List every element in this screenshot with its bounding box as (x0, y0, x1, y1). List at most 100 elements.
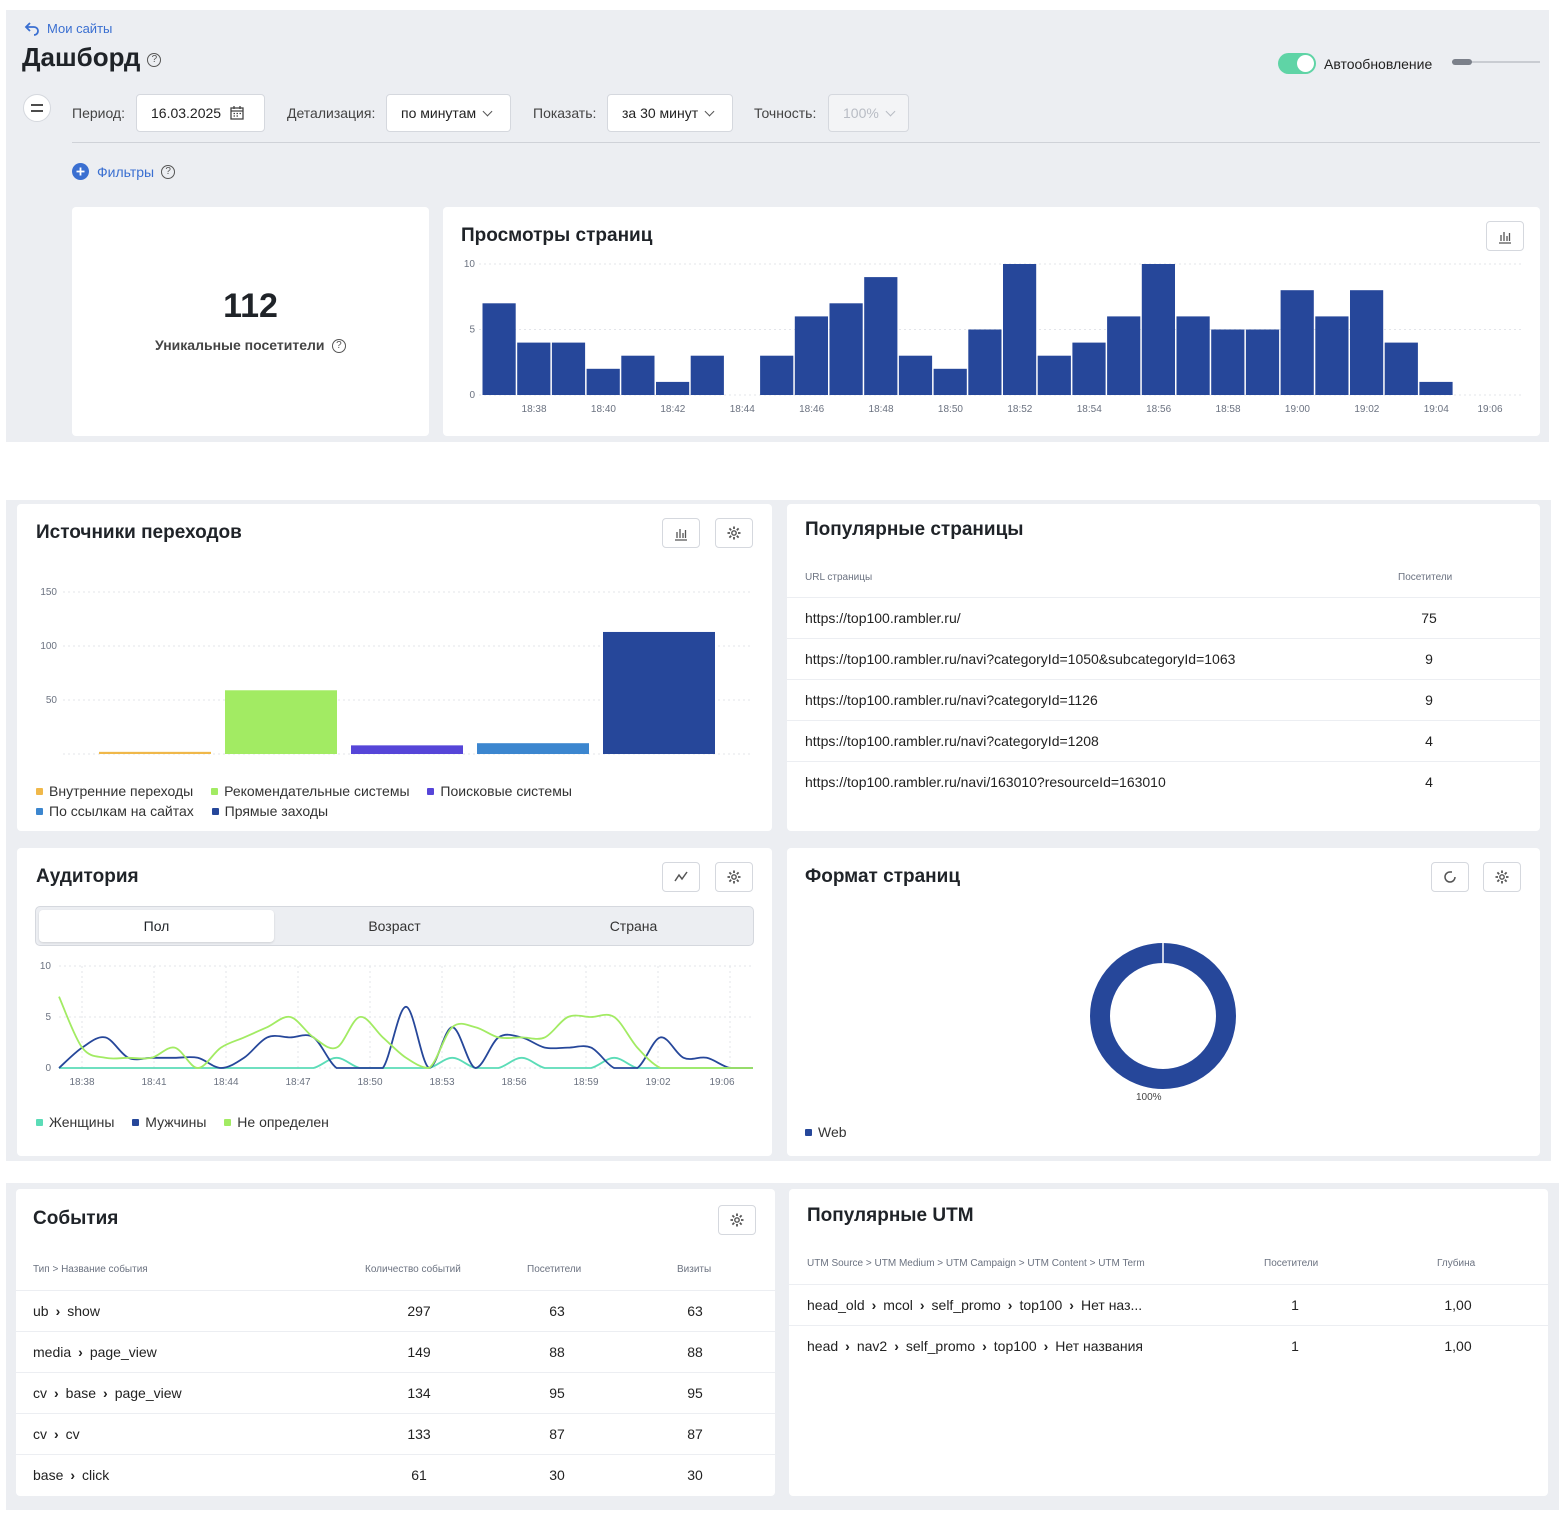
settings-button[interactable] (715, 518, 753, 548)
toggle-knob (1297, 55, 1314, 72)
pageviews-bar[interactable] (1419, 381, 1453, 395)
settings-button[interactable] (715, 862, 753, 892)
table-row[interactable]: head_old › mcol › self_promo › top100 › Нет наз.… (789, 1284, 1548, 1325)
table-row[interactable]: ub › show 297 63 63 (16, 1290, 775, 1331)
pageviews-bar[interactable] (1211, 329, 1245, 396)
legend-item-search[interactable]: Поисковые системы (427, 783, 572, 799)
col-depth: Глубина (1437, 1258, 1476, 1269)
pageviews-bar[interactable] (1384, 342, 1418, 395)
pageviews-bar[interactable] (794, 316, 828, 395)
tab-country[interactable]: Страна (609, 918, 658, 934)
format-title: Формат страниц (805, 866, 961, 887)
x-tick-label: 18:48 (869, 404, 894, 415)
pageviews-bar[interactable] (586, 368, 620, 395)
event-path-part: base (33, 1467, 64, 1483)
help-icon[interactable]: ? (147, 52, 162, 67)
pageviews-bar[interactable] (690, 355, 724, 395)
y-tick-label: 0 (45, 1063, 51, 1074)
pageviews-bar[interactable] (968, 329, 1002, 396)
table-row[interactable]: https://top100.rambler.ru/navi?categoryI… (787, 638, 1540, 679)
page-url[interactable]: https://top100.rambler.ru/ (805, 610, 961, 626)
table-row[interactable]: https://top100.rambler.ru/navi?categoryI… (787, 679, 1540, 720)
event-visits: 95 (687, 1385, 703, 1401)
donut-slice-web[interactable] (1090, 943, 1236, 1089)
settings-button[interactable] (1483, 862, 1521, 892)
chart-type-button[interactable] (662, 518, 700, 548)
chevron-right-icon: › (1069, 1297, 1074, 1313)
legend-item-undefined[interactable]: Не определен (224, 1114, 329, 1130)
pageviews-bar[interactable] (1176, 316, 1210, 395)
autoupdate-toggle[interactable] (1278, 53, 1316, 74)
sources-bar[interactable] (99, 751, 211, 754)
pageviews-bar[interactable] (1280, 290, 1314, 395)
autoupdate-slider[interactable] (1452, 59, 1540, 65)
table-row[interactable]: head › nav2 › self_promo › top100 › Нет названия… (789, 1325, 1548, 1366)
audience-line-men[interactable] (58, 1005, 753, 1069)
period-picker[interactable]: 16.03.2025 (136, 94, 265, 132)
table-row[interactable]: cv › cv 133 87 87 (16, 1413, 775, 1454)
help-icon[interactable]: ? (331, 338, 346, 353)
filters-button[interactable]: Фильтры ? (72, 163, 176, 180)
chevron-down-icon (885, 106, 896, 116)
legend-item-web[interactable]: Web (805, 1124, 847, 1140)
legend-item-direct[interactable]: Прямые заходы (211, 803, 328, 819)
help-icon[interactable]: ? (161, 164, 176, 179)
pageviews-bar[interactable] (482, 303, 516, 395)
sidebar-toggle-button[interactable] (23, 94, 51, 122)
legend-item-internal[interactable]: Внутренние переходы (36, 783, 193, 799)
pageviews-bar[interactable] (760, 355, 794, 395)
pageviews-bar[interactable] (551, 342, 586, 395)
legend-item-links[interactable]: По ссылкам на сайтах (36, 803, 194, 819)
table-row[interactable]: https://top100.rambler.ru/navi/163010?re… (787, 761, 1540, 802)
show-select[interactable]: за 30 минут (607, 94, 733, 132)
page-url[interactable]: https://top100.rambler.ru/navi?categoryI… (805, 692, 1098, 708)
pageviews-bar[interactable] (864, 277, 898, 395)
tab-gender[interactable]: Пол (39, 910, 274, 942)
event-path-part: ub (33, 1303, 49, 1319)
page-url[interactable]: https://top100.rambler.ru/navi?categoryI… (805, 733, 1099, 749)
legend-item-men[interactable]: Мужчины (132, 1114, 206, 1130)
sources-bar[interactable] (477, 743, 589, 754)
pageviews-bar[interactable] (1072, 342, 1106, 395)
chart-type-button[interactable] (1486, 221, 1524, 251)
pageviews-bar[interactable] (933, 368, 967, 395)
pageviews-bar[interactable] (621, 355, 655, 395)
sources-bar[interactable] (225, 690, 337, 754)
pageviews-bar[interactable] (517, 342, 551, 395)
legend-item-women[interactable]: Женщины (36, 1114, 114, 1130)
tab-age[interactable]: Возраст (368, 918, 421, 934)
legend-item-recommend[interactable]: Рекомендательные системы (211, 783, 410, 799)
popular-pages-title: Популярные страницы (805, 519, 1024, 540)
sources-bar[interactable] (603, 631, 715, 754)
x-tick-label: 18:46 (799, 404, 824, 415)
table-row[interactable]: https://top100.rambler.ru/75 (787, 597, 1540, 638)
pageviews-bar[interactable] (1315, 316, 1349, 395)
detail-label: Детализация: (287, 105, 376, 121)
y-tick-label: 0 (469, 390, 475, 401)
pageviews-bar[interactable] (829, 303, 863, 395)
pageviews-bar[interactable] (1141, 264, 1175, 395)
accuracy-value: 100% (843, 105, 879, 121)
detail-select[interactable]: по минутам (386, 94, 511, 132)
pageviews-bar[interactable] (1245, 329, 1280, 396)
pageviews-bar[interactable] (1003, 264, 1037, 395)
refresh-button[interactable] (1431, 862, 1469, 892)
audience-line-undefined[interactable] (58, 996, 753, 1069)
settings-button[interactable] (718, 1205, 756, 1235)
pageviews-bar[interactable] (1037, 355, 1071, 395)
pageviews-bar[interactable] (656, 381, 690, 395)
table-row[interactable]: cv › base › page_view 134 95 95 (16, 1372, 775, 1413)
sources-bar[interactable] (351, 745, 463, 754)
page-url[interactable]: https://top100.rambler.ru/navi/163010?re… (805, 774, 1166, 790)
table-row[interactable]: base › click 61 30 30 (16, 1454, 775, 1495)
table-row[interactable]: media › page_view 149 88 88 (16, 1331, 775, 1372)
pageviews-bar[interactable] (898, 355, 933, 395)
page-url[interactable]: https://top100.rambler.ru/navi?categoryI… (805, 651, 1236, 667)
pageviews-bar[interactable] (1107, 316, 1141, 395)
chart-type-button[interactable] (662, 862, 700, 892)
pageviews-bar[interactable] (1350, 290, 1384, 395)
utm-path-part: Нет наз... (1080, 1297, 1143, 1313)
table-row[interactable]: https://top100.rambler.ru/navi?categoryI… (787, 720, 1540, 761)
back-link[interactable]: Мои сайты (24, 21, 112, 36)
utm-path-part: Нет названия (1055, 1338, 1144, 1354)
